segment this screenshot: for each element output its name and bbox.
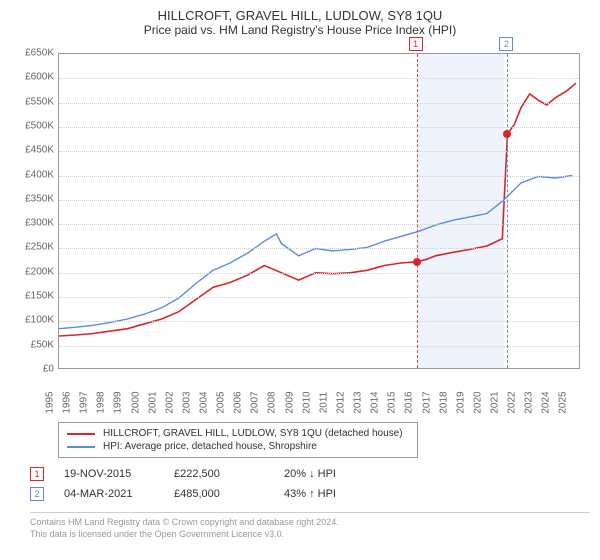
y-tick-label: £550K [10,96,54,107]
data-point-dot [413,258,421,266]
footer-line-1: Contains HM Land Registry data © Crown c… [30,517,590,529]
gridline [59,127,579,128]
gridline [59,151,579,152]
y-tick-label: £300K [10,218,54,229]
y-tick-label: £250K [10,242,54,253]
gridline [59,248,579,249]
legend-item: HPI: Average price, detached house, Shro… [67,440,409,453]
transaction-date: 04-MAR-2021 [64,488,174,500]
y-tick-label: £450K [10,145,54,156]
marker-2: 2 [499,37,513,51]
gridline [59,200,579,201]
y-tick-label: £600K [10,72,54,83]
legend-label: HPI: Average price, detached house, Shro… [103,441,317,452]
y-tick-label: £150K [10,291,54,302]
footer-attribution: Contains HM Land Registry data © Crown c… [30,512,590,540]
gridline [59,224,579,225]
transaction-delta: 20% ↓ HPI [284,468,394,480]
gridline [59,346,579,347]
marker-1: 1 [409,37,423,51]
series-property [59,83,576,336]
gridline [59,297,579,298]
x-axis-labels: 1995199619971998199920002001200220032004… [58,371,580,416]
gridline [59,103,579,104]
transaction-marker: 1 [30,467,44,481]
y-tick-label: £650K [10,48,54,59]
legend-swatch [67,433,95,435]
plot-svg [59,54,581,370]
y-tick-label: £400K [10,169,54,180]
y-tick-label: £0 [10,364,54,375]
chart-container: HILLCROFT, GRAVEL HILL, LUDLOW, SY8 1QU … [0,0,600,560]
transaction-date: 19-NOV-2015 [64,468,174,480]
reference-vline [507,54,508,368]
chart-area: £0 £50K £100K £150K £200K £250K £300K £350K £400… [10,43,590,418]
transactions-table: 1 19-NOV-2015£222,50020% ↓ HPI 2 04-MAR-202… [30,464,590,504]
data-point-dot [503,130,511,138]
transaction-price: £222,500 [174,468,284,480]
gridline [59,321,579,322]
reference-vline [417,54,418,368]
legend-swatch [67,446,95,448]
legend-box: HILLCROFT, GRAVEL HILL, LUDLOW, SY8 1QU … [58,422,418,458]
chart-title: HILLCROFT, GRAVEL HILL, LUDLOW, SY8 1QU [10,8,590,23]
plot-region [58,53,580,369]
y-tick-label: £50K [10,339,54,350]
transaction-price: £485,000 [174,488,284,500]
chart-subtitle: Price paid vs. HM Land Registry's House … [10,23,590,37]
transaction-marker: 2 [30,487,44,501]
y-tick-label: £200K [10,266,54,277]
x-tick-label: 2025 [558,391,585,413]
legend-item: HILLCROFT, GRAVEL HILL, LUDLOW, SY8 1QU … [67,427,409,440]
y-tick-label: £500K [10,120,54,131]
gridline [59,176,579,177]
transaction-row: 1 19-NOV-2015£222,50020% ↓ HPI [30,464,590,484]
transaction-row: 2 04-MAR-2021£485,00043% ↑ HPI [30,484,590,504]
legend-label: HILLCROFT, GRAVEL HILL, LUDLOW, SY8 1QU … [103,428,403,439]
y-tick-label: £100K [10,315,54,326]
footer-line-2: This data is licensed under the Open Gov… [30,529,590,541]
gridline [59,273,579,274]
gridline [59,78,579,79]
transaction-delta: 43% ↑ HPI [284,488,394,500]
series-hpi [59,176,572,329]
y-tick-label: £350K [10,193,54,204]
